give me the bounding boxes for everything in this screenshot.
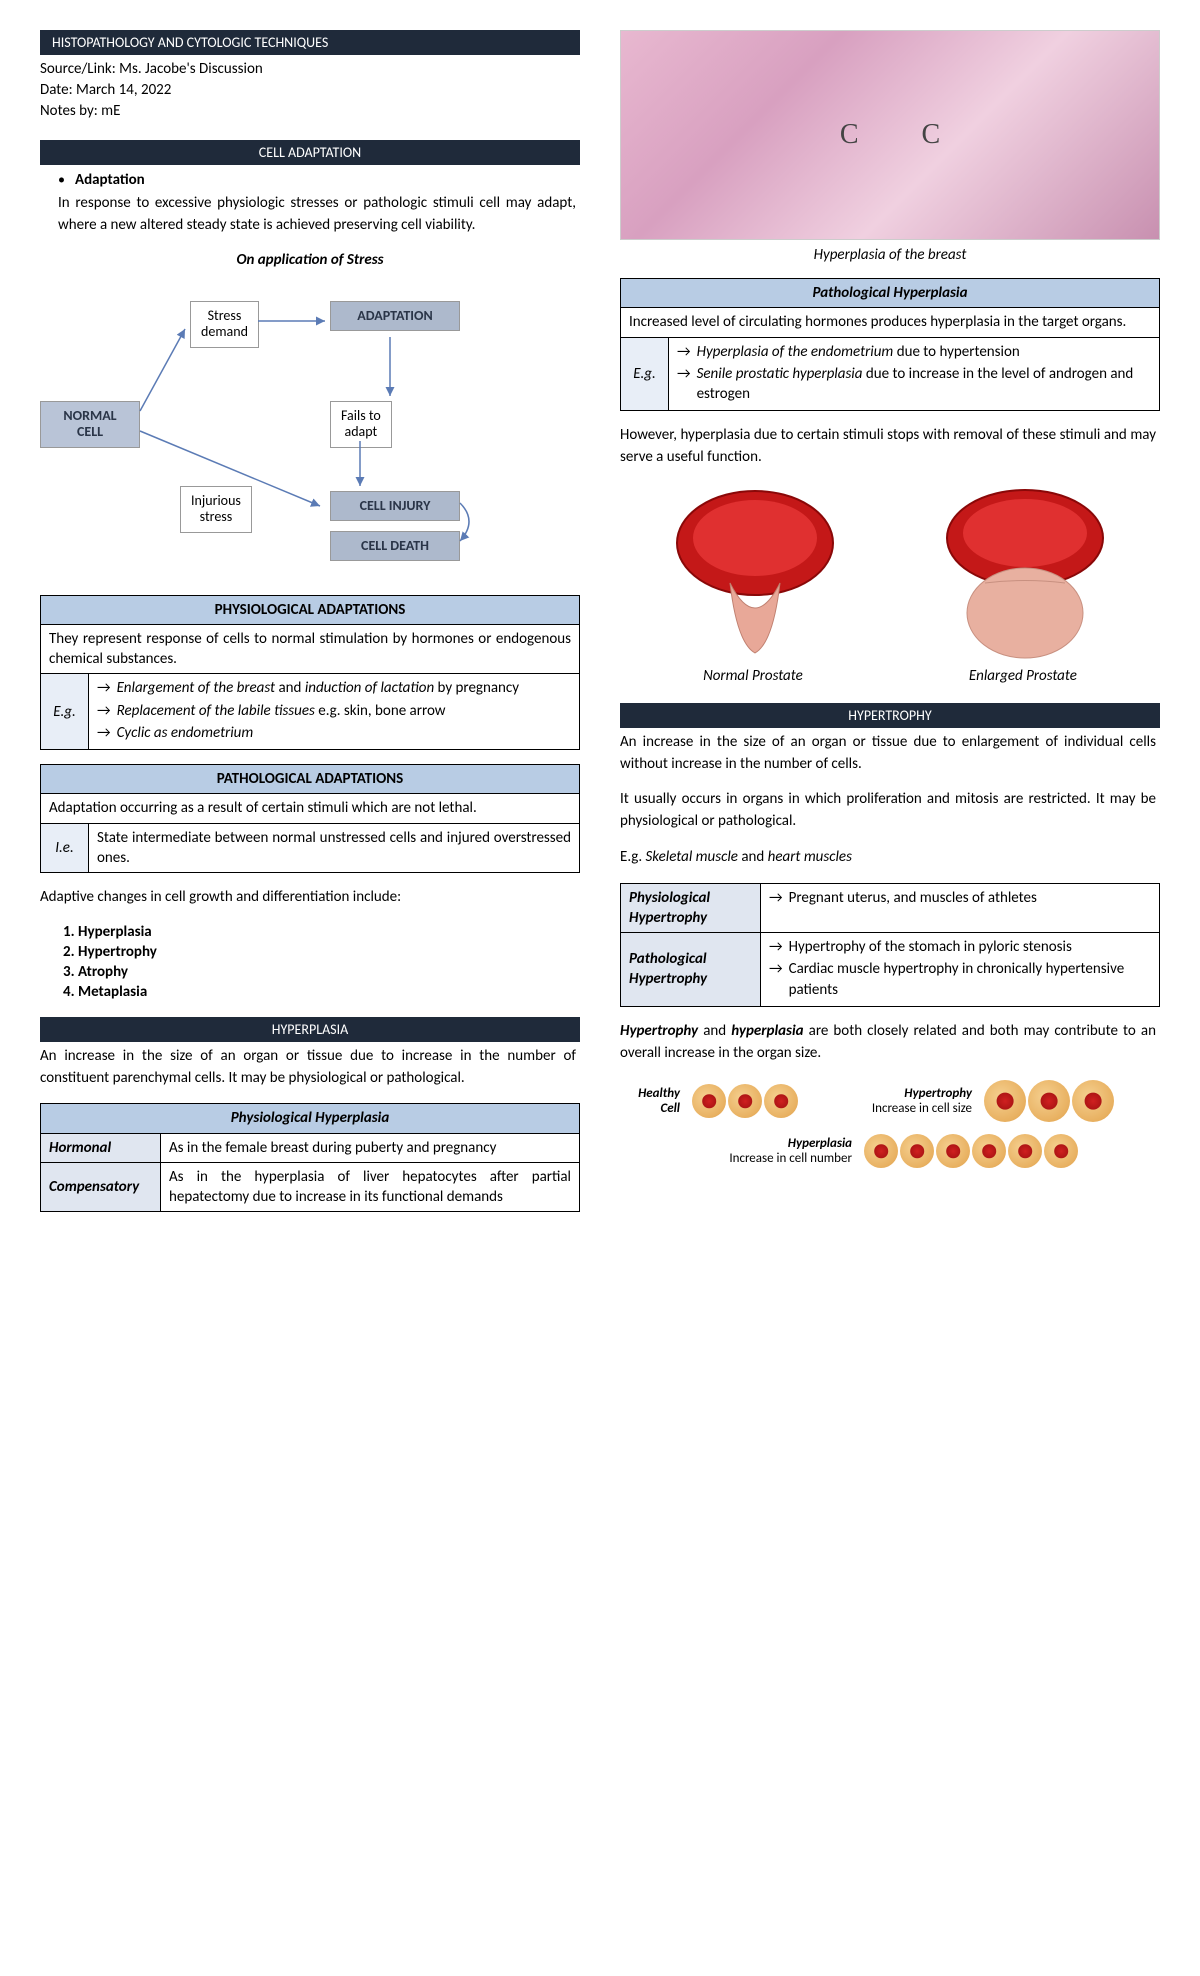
cell-adaptation-heading: CELL ADAPTATION	[40, 140, 580, 165]
notes-line: Notes by: mE	[40, 101, 580, 122]
prostate-captions: Normal Prostate Enlarged Prostate	[620, 667, 1160, 685]
normal-cell-box: NORMALCELL	[40, 401, 140, 449]
stress-demand-box: Stressdemand	[190, 301, 259, 349]
left-column: HISTOPATHOLOGY AND CYTOLOGIC TECHNIQUES …	[40, 30, 580, 1226]
changes-list: Hyperplasia Hypertrophy Atrophy Metaplas…	[40, 923, 580, 1001]
hypertrophy-p2: It usually occurs in organs in which pro…	[620, 789, 1160, 833]
hypertrophy-cell-label: HypertrophyIncrease in cell size	[852, 1086, 972, 1117]
hormonal-text: As in the female breast during puberty a…	[161, 1133, 580, 1162]
path-adapt-heading: PATHOLOGICAL ADAPTATIONS	[41, 765, 580, 794]
date-line: Date: March 14, 2022	[40, 80, 580, 101]
path-hypertrophy-items: →Hypertrophy of the stomach in pyloric s…	[761, 933, 1160, 1007]
cell-death-box: CELL DEATH	[330, 531, 460, 562]
healthy-cells-icon	[692, 1084, 798, 1118]
changes-item-1: Hyperplasia	[78, 923, 580, 941]
diagram-title: On application of Stress	[40, 251, 580, 269]
phys-eg-label: E.g.	[41, 674, 89, 750]
main-title: HISTOPATHOLOGY AND CYTOLOGIC TECHNIQUES	[40, 30, 580, 55]
hyperplasia-heading: HYPERPLASIA	[40, 1017, 580, 1042]
fails-adapt-box: Fails toadapt	[330, 401, 392, 449]
changes-item-2: Hypertrophy	[78, 943, 580, 961]
hyperplasia-cell-label: HyperplasiaIncrease in cell number	[702, 1136, 852, 1167]
hypertrophy-heading: HYPERTROPHY	[620, 703, 1160, 728]
path-ie-text: State intermediate between normal unstre…	[89, 823, 580, 873]
hyperplasia-desc: An increase in the size of an organ or t…	[40, 1046, 580, 1090]
path-hyper-desc: Increased level of circulating hormones …	[621, 308, 1160, 337]
phys-hypertrophy-items: →Pregnant uterus, and muscles of athlete…	[761, 883, 1160, 933]
stress-diagram: NORMALCELL Stressdemand Injuriousstress …	[40, 281, 580, 581]
changes-item-3: Atrophy	[78, 963, 580, 981]
normal-prostate-image	[655, 483, 855, 663]
path-hyper-eg-label: E.g.	[621, 337, 669, 411]
path-hyper-heading: Pathological Hyperplasia	[621, 279, 1160, 308]
path-hyper-items: →Hyperplasia of the endometrium due to h…	[669, 337, 1160, 411]
hypertrophy-p1: An increase in the size of an organ or t…	[620, 732, 1160, 776]
compensatory-label: Compensatory	[41, 1162, 161, 1212]
hypertrophy-related: Hypertrophy and hyperplasia are both clo…	[620, 1021, 1160, 1065]
enlarged-prostate-image	[925, 483, 1125, 663]
however-text: However, hyperplasia due to certain stim…	[620, 425, 1160, 469]
hormonal-label: Hormonal	[41, 1133, 161, 1162]
pathological-adaptations-table: PATHOLOGICAL ADAPTATIONS Adaptation occu…	[40, 764, 580, 873]
hypertrophy-types-table: Physiological Hypertrophy →Pregnant uter…	[620, 883, 1160, 1007]
healthy-vs-hypertrophy-row: HealthyCell HypertrophyIncrease in cell …	[620, 1080, 1160, 1122]
physiological-hyperplasia-table: Physiological Hyperplasia Hormonal As in…	[40, 1103, 580, 1212]
right-column: C C Hyperplasia of the breast Pathologic…	[620, 30, 1160, 1226]
healthy-cell-label: HealthyCell	[620, 1086, 680, 1117]
adaptation-text: In response to excessive physiologic str…	[40, 193, 580, 237]
enlarged-prostate-caption: Enlarged Prostate	[969, 667, 1077, 685]
phys-hypertrophy-label: Physiological Hypertrophy	[621, 883, 761, 933]
pathological-hyperplasia-table: Pathological Hyperplasia Increased level…	[620, 278, 1160, 411]
phys-adapt-desc: They represent response of cells to norm…	[41, 624, 580, 674]
adaptation-bullet: • Adaptation	[40, 171, 580, 189]
physiological-adaptations-table: PHYSIOLOGICAL ADAPTATIONS They represent…	[40, 595, 580, 751]
injurious-stress-box: Injuriousstress	[180, 486, 252, 534]
changes-intro: Adaptive changes in cell growth and diff…	[40, 887, 580, 909]
path-adapt-desc: Adaptation occurring as a result of cert…	[41, 794, 580, 823]
hyperplasia-cells-icon	[864, 1134, 1078, 1168]
adaptation-box: ADAPTATION	[330, 301, 460, 332]
meta-block: Source/Link: Ms. Jacobe's Discussion Dat…	[40, 59, 580, 122]
phys-adapt-heading: PHYSIOLOGICAL ADAPTATIONS	[41, 595, 580, 624]
phys-eg-items: →Enlargement of the breast and induction…	[89, 674, 580, 750]
path-hypertrophy-label: Pathological Hypertrophy	[621, 933, 761, 1007]
breast-hyperplasia-image: C C	[620, 30, 1160, 240]
source-line: Source/Link: Ms. Jacobe's Discussion	[40, 59, 580, 80]
path-ie-label: I.e.	[41, 823, 89, 873]
breast-image-caption: Hyperplasia of the breast	[620, 246, 1160, 264]
compensatory-text: As in the hyperplasia of liver hepatocyt…	[161, 1162, 580, 1212]
hypertrophy-eg: E.g. Skeletal muscle and heart muscles	[620, 847, 1160, 869]
phys-hyper-heading: Physiological Hyperplasia	[41, 1104, 580, 1133]
cell-size-diagram: HealthyCell HypertrophyIncrease in cell …	[620, 1080, 1160, 1168]
changes-item-4: Metaplasia	[78, 983, 580, 1001]
hyperplasia-row: HyperplasiaIncrease in cell number	[620, 1134, 1160, 1168]
adaptation-label: Adaptation	[75, 171, 145, 189]
prostate-images	[620, 483, 1160, 663]
cell-injury-box: CELL INJURY	[330, 491, 460, 522]
normal-prostate-caption: Normal Prostate	[703, 667, 803, 685]
hypertrophy-cells-icon	[984, 1080, 1114, 1122]
bullet-icon: •	[58, 171, 65, 189]
